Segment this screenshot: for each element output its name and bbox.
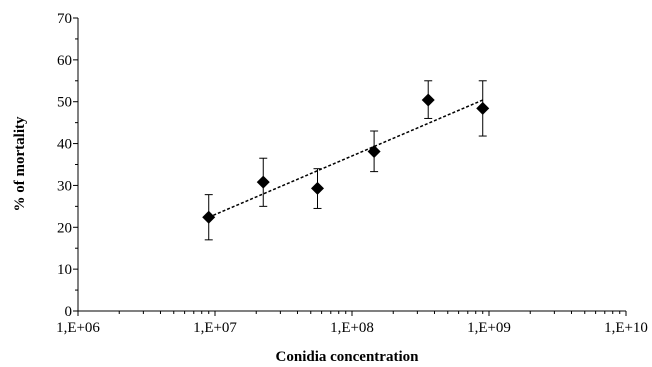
y-tick-label: 10 bbox=[57, 262, 72, 278]
y-tick-label: 50 bbox=[57, 95, 72, 111]
x-tick-label: 1,E+06 bbox=[56, 320, 100, 336]
y-tick-label: 0 bbox=[65, 304, 73, 320]
error-bars bbox=[204, 80, 487, 241]
x-axis-ticks: 1,E+06 1,E+07 1,E+08 1,E+09 1,E+10 bbox=[56, 311, 648, 336]
data-point-diamond bbox=[421, 93, 435, 107]
trendline-group bbox=[208, 99, 484, 218]
data-point-diamond bbox=[256, 175, 270, 189]
y-tick-label: 40 bbox=[57, 137, 72, 153]
trendline bbox=[208, 99, 484, 218]
data-point-diamond bbox=[476, 101, 490, 115]
x-tick-label: 1,E+09 bbox=[467, 320, 511, 336]
y-axis-title: % of mortality bbox=[12, 116, 28, 211]
y-tick-label: 60 bbox=[57, 53, 72, 69]
data-points bbox=[202, 93, 490, 224]
y-tick-label: 30 bbox=[57, 178, 72, 194]
x-tick-label: 1,E+10 bbox=[604, 320, 648, 336]
x-axis-title: Conidia concentration bbox=[276, 349, 420, 365]
axes bbox=[77, 18, 626, 312]
data-point-diamond bbox=[311, 181, 325, 195]
y-tick-label: 20 bbox=[57, 220, 72, 236]
data-point-diamond bbox=[202, 210, 216, 224]
x-tick-label: 1,E+07 bbox=[193, 320, 237, 336]
y-axis-ticks: 0 10 20 30 40 50 60 70 bbox=[57, 11, 78, 320]
y-tick-label: 70 bbox=[57, 11, 72, 27]
x-tick-label: 1,E+08 bbox=[330, 320, 374, 336]
data-point-diamond bbox=[367, 145, 381, 159]
